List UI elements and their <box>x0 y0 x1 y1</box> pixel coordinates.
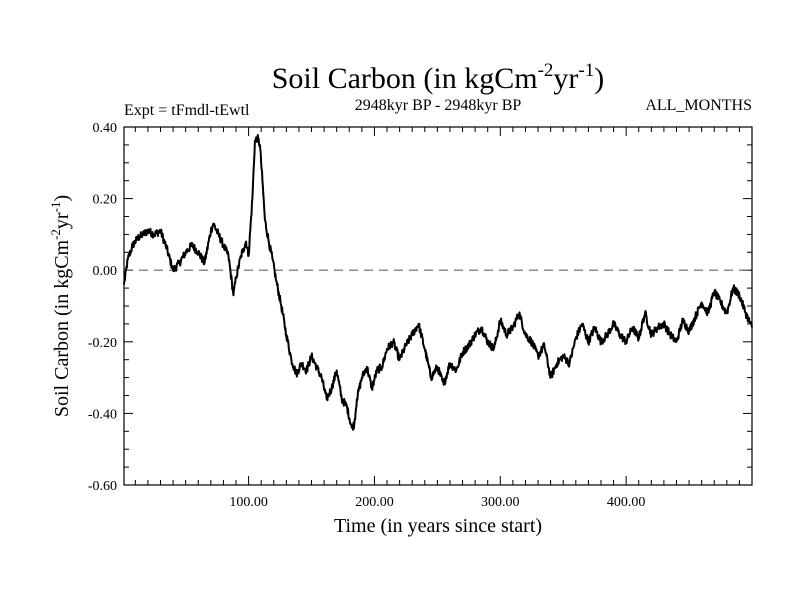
plot-frame <box>123 126 753 486</box>
chart-title-base: Soil Carbon (in kgCm <box>272 62 538 95</box>
y-axis-label-sup1: -2 <box>48 229 63 240</box>
x-tick-label: 300.00 <box>481 495 520 510</box>
series-line-soil-carbon <box>123 134 753 431</box>
x-tick-label: 100.00 <box>229 495 268 510</box>
chart-title: Soil Carbon (in kgCm-2yr-1) <box>272 60 605 95</box>
y-tick-label: 0.00 <box>93 264 118 279</box>
chart-title-sup2: -1 <box>578 60 594 81</box>
y-axis-label-sup2: -1 <box>48 202 63 213</box>
y-tick-label: -0.20 <box>88 336 117 351</box>
y-tick-label: 0.20 <box>93 193 118 208</box>
y-axis-label-end: ) <box>51 195 73 202</box>
time-range-label: 2948kyr BP - 2948kyr BP <box>355 97 522 114</box>
chart-title-sup1: -2 <box>538 60 554 81</box>
y-tick-label: -0.40 <box>88 407 117 422</box>
experiment-label: Expt = tFmdl-tEwtl <box>124 102 250 119</box>
x-axis-label: Time (in years since start) <box>334 515 542 537</box>
y-axis-label-mid: yr <box>51 212 73 229</box>
tick-labels: 100.00 200.00 300.00 400.00 0.40 0.20 0.00 -0.2… <box>88 121 646 510</box>
chart-title-end: ) <box>594 62 604 95</box>
y-axis-label: Soil Carbon (in kgCm-2yr-1) <box>48 195 73 417</box>
months-label: ALL_MONTHS <box>645 97 752 114</box>
x-tick-label: 200.00 <box>355 495 394 510</box>
y-tick-label: -0.60 <box>88 479 117 494</box>
chart-title-mid: yr <box>553 62 578 95</box>
x-tick-label: 400.00 <box>607 495 646 510</box>
y-axis-label-base: Soil Carbon (in kgCm <box>51 239 73 417</box>
axis-ticks <box>124 126 752 486</box>
y-tick-label: 0.40 <box>93 121 118 136</box>
